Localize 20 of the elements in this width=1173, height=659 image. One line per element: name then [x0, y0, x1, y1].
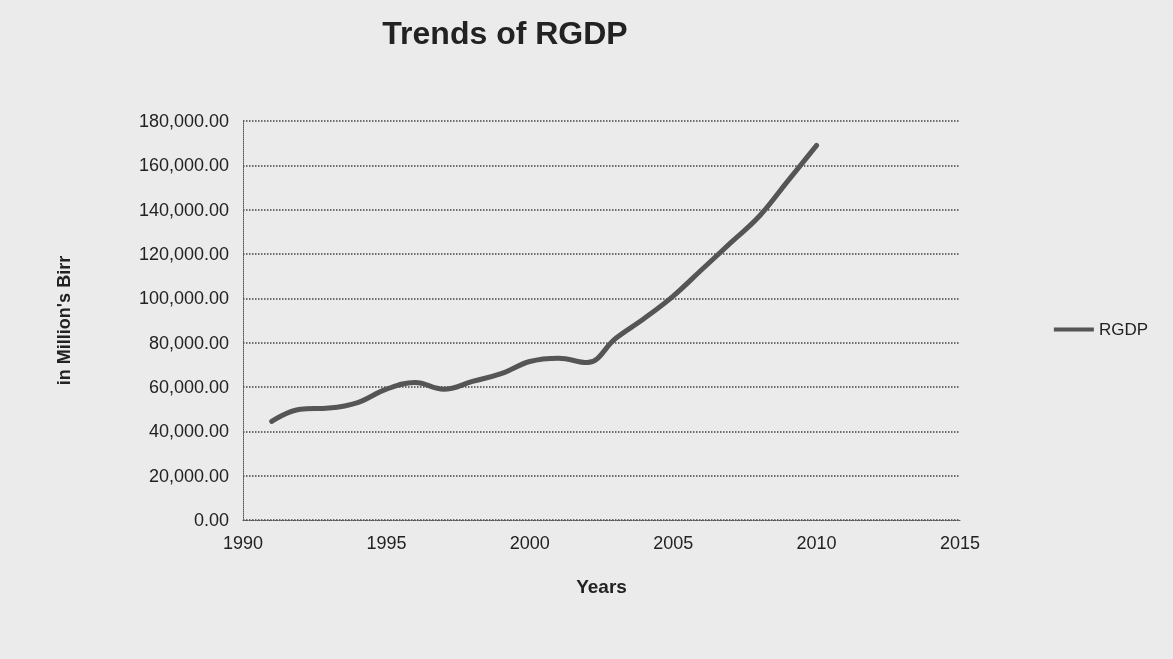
- x-tick-label: 2015: [939, 533, 981, 553]
- x-tick-label: 2005: [653, 533, 694, 553]
- y-tick-label: 0.00: [193, 510, 229, 530]
- y-tick-label: 80,000.00: [148, 332, 229, 353]
- y-axis-title: in Million's Birr: [54, 255, 74, 386]
- chart-title: Trends of RGDP: [382, 15, 628, 51]
- legend-label: RGDP: [1098, 320, 1149, 339]
- x-tick-label: 2000: [509, 533, 550, 553]
- x-tick-label: 1990: [222, 533, 264, 553]
- y-tick-label: 180,000.00: [138, 111, 229, 131]
- y-tick-label: 20,000.00: [148, 465, 229, 486]
- x-tick-label: 1995: [366, 533, 407, 553]
- x-axis-title: Years: [576, 576, 627, 597]
- x-tick-label: 2010: [796, 533, 837, 553]
- y-tick-label: 160,000.00: [138, 155, 229, 176]
- y-tick-label: 40,000.00: [148, 421, 229, 442]
- y-tick-label: 60,000.00: [148, 377, 229, 397]
- y-tick-label: 120,000.00: [138, 244, 229, 264]
- y-tick-label: 100,000.00: [138, 288, 229, 309]
- y-tick-label: 140,000.00: [138, 199, 229, 220]
